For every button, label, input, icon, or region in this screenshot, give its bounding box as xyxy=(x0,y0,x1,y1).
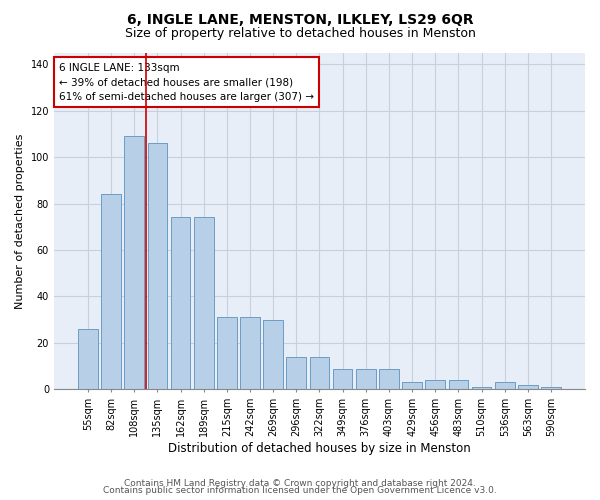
Text: Contains HM Land Registry data © Crown copyright and database right 2024.: Contains HM Land Registry data © Crown c… xyxy=(124,478,476,488)
Bar xyxy=(263,320,283,390)
Bar xyxy=(518,385,538,390)
Text: Size of property relative to detached houses in Menston: Size of property relative to detached ho… xyxy=(125,28,475,40)
X-axis label: Distribution of detached houses by size in Menston: Distribution of detached houses by size … xyxy=(168,442,471,455)
Bar xyxy=(194,218,214,390)
Text: 6 INGLE LANE: 133sqm
← 39% of detached houses are smaller (198)
61% of semi-deta: 6 INGLE LANE: 133sqm ← 39% of detached h… xyxy=(59,62,314,102)
Bar xyxy=(124,136,144,390)
Bar xyxy=(78,329,98,390)
Bar xyxy=(495,382,515,390)
Bar xyxy=(449,380,468,390)
Bar xyxy=(310,357,329,390)
Bar xyxy=(379,368,399,390)
Y-axis label: Number of detached properties: Number of detached properties xyxy=(15,134,25,308)
Bar xyxy=(286,357,306,390)
Bar xyxy=(217,318,236,390)
Bar xyxy=(240,318,260,390)
Bar xyxy=(541,387,561,390)
Text: 6, INGLE LANE, MENSTON, ILKLEY, LS29 6QR: 6, INGLE LANE, MENSTON, ILKLEY, LS29 6QR xyxy=(127,12,473,26)
Bar xyxy=(402,382,422,390)
Bar xyxy=(356,368,376,390)
Text: Contains public sector information licensed under the Open Government Licence v3: Contains public sector information licen… xyxy=(103,486,497,495)
Bar xyxy=(170,218,190,390)
Bar xyxy=(472,387,491,390)
Bar xyxy=(333,368,352,390)
Bar xyxy=(101,194,121,390)
Bar xyxy=(148,143,167,390)
Bar xyxy=(425,380,445,390)
